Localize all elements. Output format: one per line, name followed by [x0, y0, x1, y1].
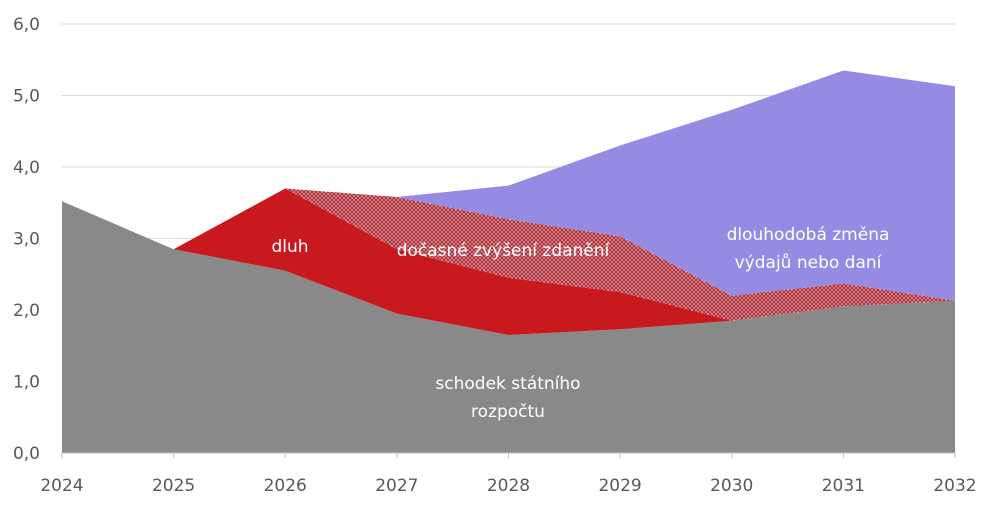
area-dluh: [62, 188, 955, 335]
annotation-docasne-line-0: dočasné zvýšení zdanění: [397, 241, 611, 261]
y-tick-label: 0,0: [13, 444, 40, 464]
y-axis-tick-labels: 0,0 1,0 2,0 3,0 4,0 5,0 6,0: [13, 15, 40, 464]
x-tick-label: 2028: [487, 476, 530, 496]
x-tick-label: 2031: [822, 476, 865, 496]
area-docasne-zvyseni-zdaneni: [62, 188, 955, 321]
x-tick-label: 2029: [598, 476, 641, 496]
area-dlouhodoba-zmena-vydaju-nebo-dani: [62, 70, 955, 301]
annotation-dluh-line-0: dluh: [271, 237, 308, 257]
y-tick-label: 2,0: [13, 301, 40, 321]
x-tick-label: 2032: [933, 476, 976, 496]
y-tick-label: 5,0: [13, 87, 40, 107]
x-tick-label: 2030: [710, 476, 753, 496]
x-tick-label: 2025: [152, 476, 195, 496]
annotation-schodek-line-1: rozpočtu: [471, 402, 545, 422]
y-tick-label: 3,0: [13, 230, 40, 250]
area-annotations: dluh dočasné zvýšení zdanění dlouhodobá zm…: [271, 225, 889, 422]
y-tick-label: 4,0: [13, 158, 40, 178]
annotation-schodek-line-0: schodek státního: [435, 374, 580, 394]
annotation-dlouhodoba-line-0: dlouhodobá změna: [727, 225, 890, 245]
x-axis-tick-labels: 2024 2025 2026 2027 2028 2029 2030 2031 2032: [40, 453, 977, 496]
area-schodek-statniho-rozpoctu: [62, 201, 955, 453]
x-tick-label: 2027: [375, 476, 418, 496]
x-tick-label: 2026: [264, 476, 307, 496]
x-tick-label: 2024: [40, 476, 83, 496]
y-tick-label: 1,0: [13, 373, 40, 393]
y-tick-label: 6,0: [13, 15, 40, 35]
annotation-dlouhodoba-line-1: výdajů nebo daní: [735, 253, 883, 273]
